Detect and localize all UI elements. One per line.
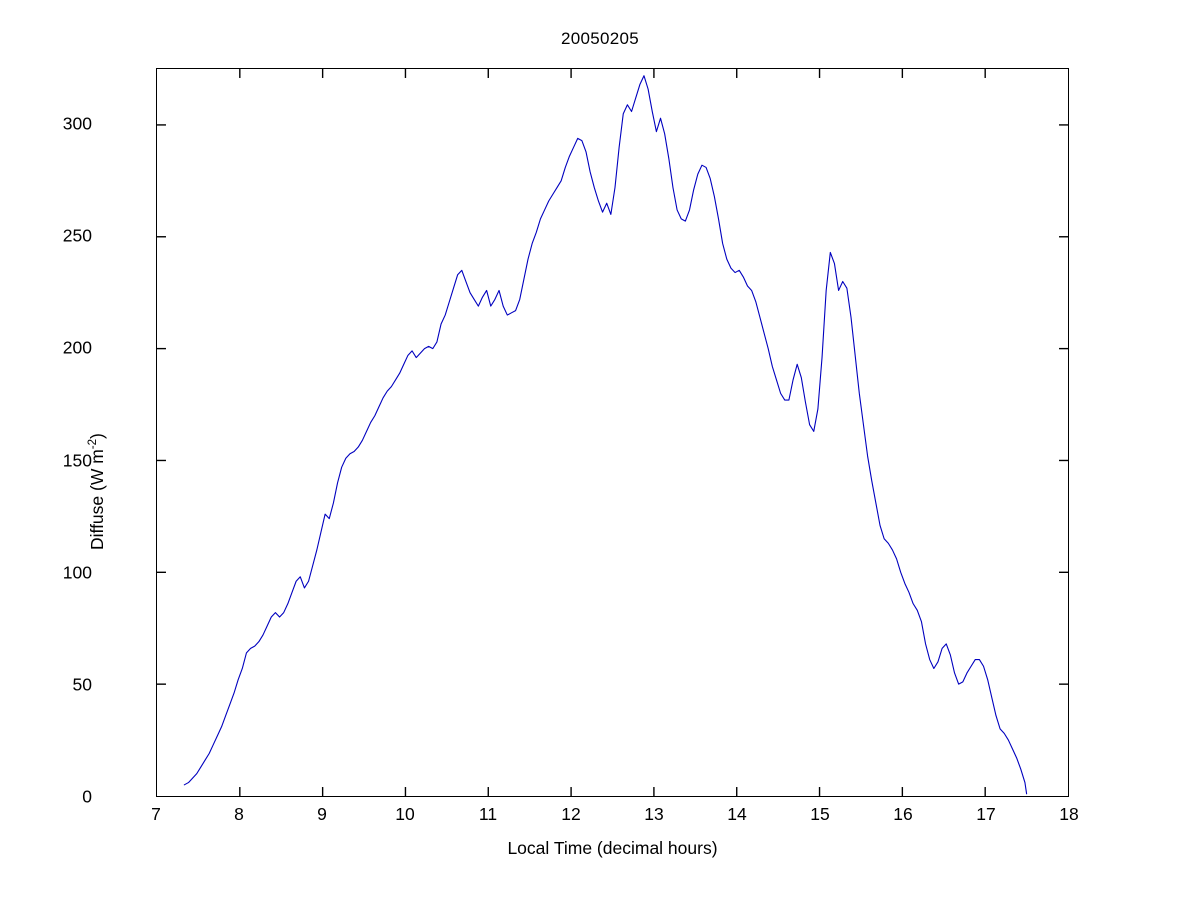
y-axis-label-exponent: -2 [87, 438, 100, 450]
y-tick-label: 50 [72, 674, 92, 695]
y-tick-label: 200 [62, 337, 92, 358]
x-tick-label: 15 [810, 804, 830, 824]
x-tick-label: 14 [727, 804, 747, 824]
y-tick-label: 0 [82, 786, 92, 807]
tick-marks-group [157, 69, 1068, 796]
plot-axes [156, 68, 1069, 797]
x-tick-label: 18 [1059, 804, 1079, 824]
x-tick-label: 16 [893, 804, 913, 824]
x-tick-label: 17 [976, 804, 996, 824]
y-tick-label: 100 [62, 561, 92, 582]
diffuse-series-line [183, 75, 1028, 795]
x-tick-label: 11 [478, 804, 498, 824]
x-axis-label: Local Time (decimal hours) [507, 838, 718, 858]
y-tick-label: 250 [62, 225, 92, 246]
x-tick-label: 8 [234, 804, 244, 824]
x-tick-label: 13 [644, 804, 664, 824]
plot-svg [157, 69, 1068, 796]
x-tick-label: 10 [395, 804, 415, 824]
y-tick-label: 150 [62, 449, 92, 470]
x-tick-label: 12 [561, 804, 581, 824]
y-tick-label: 300 [62, 113, 92, 134]
x-tick-label: 9 [317, 804, 327, 824]
x-tick-label: 7 [151, 804, 161, 824]
chart-title: 20050205 [560, 29, 640, 48]
y-axis-label-tail: ) [87, 433, 107, 439]
